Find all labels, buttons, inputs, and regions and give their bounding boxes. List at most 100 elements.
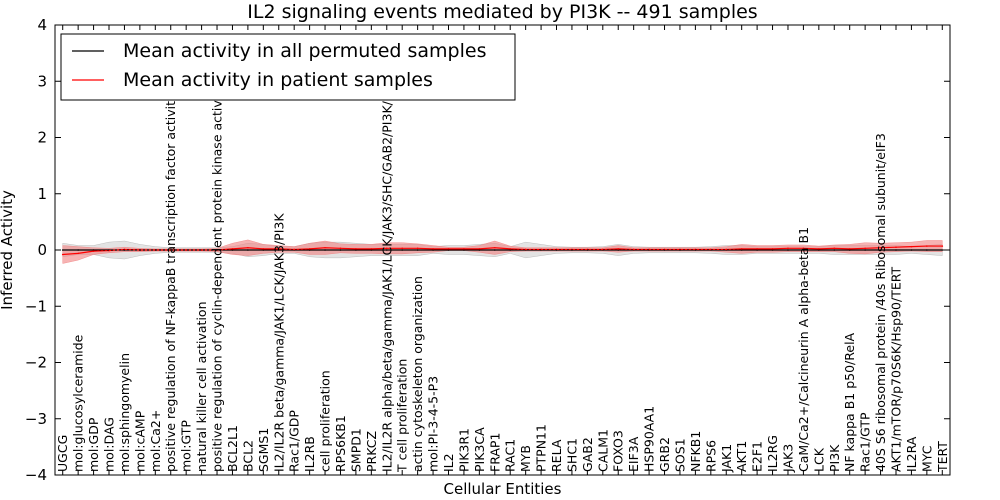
y-tick-label: −3 bbox=[25, 410, 47, 428]
x-tick-label: mol:sphingomyelin bbox=[117, 353, 132, 472]
x-tick-label: mol:Ca2+ bbox=[148, 410, 163, 472]
point-series-2 bbox=[416, 247, 419, 250]
point-series-2 bbox=[370, 248, 373, 250]
point-series-2 bbox=[926, 245, 928, 247]
point-series-1 bbox=[617, 249, 620, 251]
legend-box bbox=[60, 33, 516, 101]
point-series-2 bbox=[632, 248, 635, 251]
x-tick-label: IL2RG bbox=[765, 435, 780, 472]
point-series-2 bbox=[802, 247, 805, 250]
x-tick-label: positive regulation of NF-kappaB transcr… bbox=[163, 93, 178, 472]
x-tick-label: AKT1/mTOR/p70S6K/Hsp90/TERT bbox=[888, 266, 903, 472]
point-series-2 bbox=[787, 247, 789, 250]
band-series-2 bbox=[62, 239, 943, 264]
y-axis-ticks: −4 −3 −2 −1 0 1 2 3 4 bbox=[25, 16, 950, 484]
point-series-2 bbox=[185, 249, 187, 251]
point-series-2 bbox=[385, 247, 388, 250]
x-tick-label: JAK3 bbox=[780, 444, 795, 473]
x-tick-label: E2F1 bbox=[750, 441, 765, 472]
x-tick-label: GAB2 bbox=[580, 437, 595, 472]
x-tick-label: JAK1 bbox=[719, 444, 734, 473]
y-tick-label: 1 bbox=[37, 185, 47, 203]
x-tick-label: NF kappa B1 p50/RelA bbox=[842, 332, 857, 472]
x-tick-label: TERT bbox=[935, 441, 950, 473]
x-tick-label: positive regulation of cyclin-dependent … bbox=[210, 84, 225, 472]
legend-label-2: Mean activity in patient samples bbox=[123, 69, 433, 91]
point-series-2 bbox=[864, 247, 866, 250]
point-series-2 bbox=[432, 248, 434, 250]
x-tick-label: IL2/IL2R beta/gamma/JAK1/LCK/JAK3/PI3K bbox=[271, 213, 286, 472]
point-series-2 bbox=[277, 248, 280, 250]
x-tick-label: mol:cAMP bbox=[132, 410, 147, 472]
point-series-2 bbox=[941, 245, 944, 247]
x-tick-label: NFKB1 bbox=[688, 431, 703, 472]
point-series-2 bbox=[910, 245, 913, 248]
y-axis-label: Inferred Activity bbox=[0, 190, 16, 310]
x-tick-label: SHC1 bbox=[564, 438, 579, 472]
point-series-2 bbox=[355, 248, 357, 250]
x-tick-label: RPS6KB1 bbox=[333, 415, 348, 472]
x-tick-label: CaM/Ca2+/Calcineurin A alpha-beta B1 bbox=[796, 227, 811, 472]
point-series-1 bbox=[92, 249, 95, 251]
x-tick-label: SOS1 bbox=[672, 438, 687, 472]
point-series-2 bbox=[401, 247, 403, 250]
x-tick-label: IL2RA bbox=[904, 436, 919, 472]
x-tick-label: BCL2L1 bbox=[225, 425, 240, 472]
x-tick-label: LCK bbox=[811, 447, 826, 472]
x-tick-label: EIF3A bbox=[626, 436, 641, 472]
point-series-1 bbox=[401, 249, 403, 251]
x-tick-label: UGCG bbox=[55, 435, 70, 472]
point-series-2 bbox=[247, 246, 249, 249]
point-series-1 bbox=[941, 249, 944, 251]
point-series-2 bbox=[818, 248, 820, 250]
point-series-1 bbox=[848, 249, 851, 251]
x-tick-label: GRB2 bbox=[657, 437, 672, 472]
point-series-2 bbox=[308, 248, 311, 250]
x-tick-label: FOXO3 bbox=[611, 430, 626, 472]
point-series-1 bbox=[740, 249, 743, 251]
x-tick-label: mol:DAG bbox=[102, 417, 117, 472]
x-tick-label: PRKCZ bbox=[364, 431, 379, 472]
x-axis-ticks bbox=[62, 25, 943, 475]
point-series-2 bbox=[200, 249, 203, 251]
point-series-2 bbox=[756, 248, 758, 250]
point-series-1 bbox=[308, 249, 311, 251]
x-tick-label: IL2 bbox=[441, 453, 456, 472]
x-tick-label: MYC bbox=[919, 445, 934, 472]
y-tick-label: −2 bbox=[25, 354, 47, 372]
x-axis-tick-labels: UGCG mol:glucosylceramide mol:GDP mol:DAG mo… bbox=[55, 67, 950, 473]
point-series-2 bbox=[92, 250, 95, 252]
point-series-2 bbox=[262, 248, 265, 250]
x-tick-label: T cell proliferation bbox=[395, 359, 410, 473]
x-tick-label: SGMS1 bbox=[256, 428, 271, 472]
x-tick-label: BCL2 bbox=[240, 440, 255, 472]
point-series-2 bbox=[61, 253, 64, 256]
x-tick-label: mol:PI-3-4-5-P3 bbox=[426, 376, 441, 472]
x-tick-label: PTPN11 bbox=[534, 424, 549, 472]
line-series-2 bbox=[62, 245, 943, 256]
x-tick-label: 40S S6 ribosomal protein /40s Ribosomal … bbox=[873, 133, 888, 472]
x-tick-label: PIK3R1 bbox=[456, 428, 471, 472]
point-series-2 bbox=[725, 248, 728, 251]
point-series-1 bbox=[833, 249, 836, 251]
y-tick-label: −1 bbox=[25, 297, 47, 315]
point-series-2 bbox=[740, 248, 743, 250]
chart-title: IL2 signaling events mediated by PI3K --… bbox=[247, 1, 757, 23]
x-tick-label: RELA bbox=[549, 439, 564, 472]
x-tick-label: RAC1 bbox=[503, 439, 518, 472]
x-axis-label: Cellular Entities bbox=[444, 480, 562, 498]
x-tick-label: mol:glucosylceramide bbox=[71, 334, 86, 472]
x-tick-label: PIK3CA bbox=[472, 427, 487, 472]
legend-label-1: Mean activity in all permuted samples bbox=[123, 40, 486, 62]
point-series-2 bbox=[231, 248, 234, 250]
x-tick-label: mol:GTP bbox=[179, 420, 194, 472]
point-series-2 bbox=[339, 247, 342, 250]
x-tick-label: natural killer cell activation bbox=[194, 301, 209, 472]
point-series-2 bbox=[293, 248, 295, 251]
x-tick-label: AKT1 bbox=[734, 441, 749, 472]
point-series-2 bbox=[463, 248, 465, 250]
x-tick-label: MYB bbox=[518, 445, 533, 472]
x-tick-label: actin cytoskeleton organization bbox=[410, 276, 425, 472]
x-tick-label: FRAP1 bbox=[487, 433, 502, 472]
